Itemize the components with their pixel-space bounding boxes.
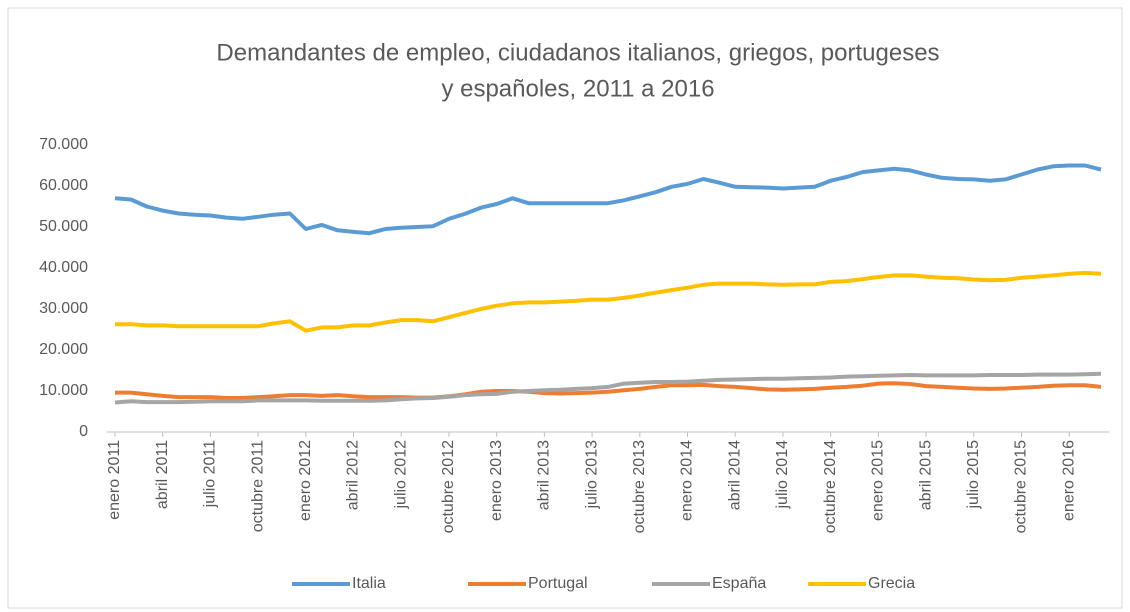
y-tick-label: 30.000 bbox=[39, 300, 88, 317]
x-tick-label: octubre 2011 bbox=[249, 440, 266, 532]
y-tick-label: 10.000 bbox=[39, 382, 88, 399]
x-tick-label: abril 2012 bbox=[345, 440, 362, 510]
x-tick-label: julio 2014 bbox=[774, 440, 791, 510]
x-tick-label: enero 2016 bbox=[1060, 440, 1077, 521]
x-tick-label: enero 2013 bbox=[488, 440, 505, 521]
y-tick-label: 70.000 bbox=[39, 136, 88, 153]
legend-label: España bbox=[712, 575, 766, 592]
y-tick-label: 20.000 bbox=[39, 341, 88, 358]
x-tick-label: abril 2015 bbox=[917, 440, 934, 510]
x-tick-label: enero 2015 bbox=[870, 440, 887, 521]
x-tick-label: abril 2014 bbox=[726, 440, 743, 510]
x-tick-label: enero 2011 bbox=[106, 440, 123, 520]
line-series bbox=[114, 371, 1102, 405]
y-tick-label: 50.000 bbox=[39, 218, 88, 235]
x-tick-label: abril 2011 bbox=[154, 440, 171, 509]
x-tick-label: julio 2013 bbox=[583, 440, 600, 510]
line-series bbox=[114, 163, 1102, 236]
x-tick-label: julio 2015 bbox=[965, 440, 982, 510]
legend-label: Portugal bbox=[528, 575, 588, 592]
chart-frame bbox=[7, 7, 1123, 609]
legend-label: Grecia bbox=[868, 575, 915, 592]
y-tick-label: 60.000 bbox=[39, 177, 88, 194]
y-tick-label: 0 bbox=[79, 423, 88, 440]
x-tick-label: julio 2011 bbox=[202, 440, 219, 508]
chart-title: y españoles, 2011 a 2016 bbox=[441, 75, 714, 102]
line-series bbox=[115, 270, 1102, 333]
x-tick-label: enero 2014 bbox=[679, 440, 696, 521]
x-tick-label: julio 2012 bbox=[392, 440, 409, 510]
x-tick-label: octubre 2014 bbox=[822, 440, 839, 534]
line-series bbox=[115, 381, 1102, 400]
y-tick-label: 40.000 bbox=[39, 259, 88, 276]
x-tick-label: octubre 2013 bbox=[631, 440, 648, 534]
chart-title: Demandantes de empleo, ciudadanos italia… bbox=[216, 39, 939, 66]
x-tick-label: enero 2012 bbox=[297, 440, 314, 521]
x-tick-label: abril 2013 bbox=[536, 440, 553, 510]
x-tick-label: octubre 2015 bbox=[1013, 440, 1030, 534]
legend-label: Italia bbox=[352, 575, 386, 592]
x-tick-label: octubre 2012 bbox=[440, 440, 457, 534]
